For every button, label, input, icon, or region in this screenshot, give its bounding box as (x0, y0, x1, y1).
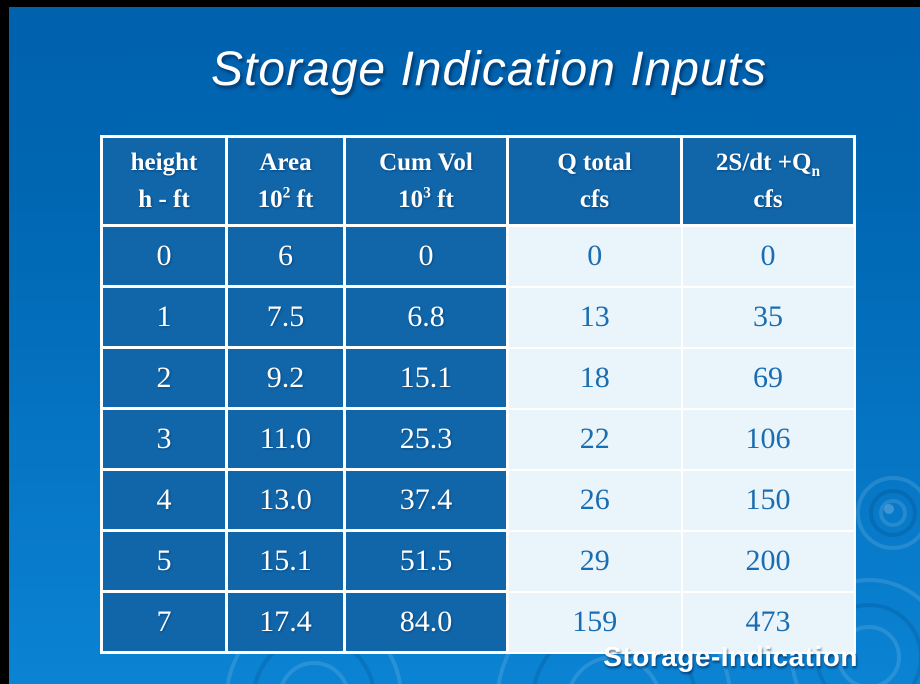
cell-q-total: 13 (506, 285, 683, 349)
table-row: 1 7.5 6.8 13 35 (100, 285, 856, 349)
cell-area: 7.5 (225, 285, 346, 349)
header-line2: h - ft (138, 186, 190, 213)
cell-height: 3 (100, 407, 228, 471)
cell-area: 6 (225, 224, 346, 288)
header-line2: 102 ft (257, 184, 314, 213)
table-row: 3 11.0 25.3 22 106 (100, 407, 856, 471)
header-line1: 2S/dt +Qn (715, 148, 821, 180)
cell-2s-dt-qn: 106 (680, 407, 856, 471)
cell-q-total: 29 (506, 529, 683, 593)
cell-cum-vol: 15.1 (343, 346, 509, 410)
cell-cum-vol: 37.4 (343, 468, 509, 532)
table-row: 2 9.2 15.1 18 69 (100, 346, 856, 410)
header-line1: Cum Vol (379, 148, 473, 176)
table-row: 5 15.1 51.5 29 200 (100, 529, 856, 593)
header-line2: cfs (753, 186, 783, 213)
cell-height: 7 (100, 590, 228, 654)
cell-q-total: 22 (506, 407, 683, 471)
col-header-q-total: Q total cfs (506, 135, 683, 227)
slide-left-border (0, 0, 9, 684)
cell-cum-vol: 0 (343, 224, 509, 288)
header-line1: height (130, 148, 198, 176)
cell-2s-dt-qn: 35 (680, 285, 856, 349)
cell-cum-vol: 25.3 (343, 407, 509, 471)
slide-title: Storage Indication Inputs (210, 43, 768, 96)
col-header-area: Area 102 ft (225, 135, 346, 227)
table-row: 0 6 0 0 0 (100, 224, 856, 288)
cell-area: 13.0 (225, 468, 346, 532)
slide-top-border (0, 0, 920, 7)
table-row: 7 17.4 84.0 159 473 (100, 590, 856, 654)
cell-area: 15.1 (225, 529, 346, 593)
header-line1: Q total (557, 148, 632, 176)
cell-cum-vol: 6.8 (343, 285, 509, 349)
header-line2: cfs (579, 186, 610, 213)
cell-area: 9.2 (225, 346, 346, 410)
cell-2s-dt-qn: 200 (680, 529, 856, 593)
cell-2s-dt-qn: 473 (680, 590, 856, 654)
cell-2s-dt-qn: 150 (680, 468, 856, 532)
cell-height: 0 (100, 224, 228, 288)
cell-height: 4 (100, 468, 228, 532)
cell-2s-dt-qn: 69 (680, 346, 856, 410)
table-row: 4 13.0 37.4 26 150 (100, 468, 856, 532)
cell-height: 5 (100, 529, 228, 593)
col-header-height: height h - ft (100, 135, 228, 227)
header-row: height h - ft Area 102 ft Cum Vol 103 ft… (100, 135, 856, 227)
cell-q-total: 26 (506, 468, 683, 532)
water-ripple-decoration (856, 476, 920, 550)
header-line1: Area (259, 148, 312, 176)
cell-area: 11.0 (225, 407, 346, 471)
slide-footer-label: Storage-Indication (603, 641, 858, 672)
cell-2s-dt-qn: 0 (680, 224, 856, 288)
col-header-2s-dt-qn: 2S/dt +Qn cfs (680, 135, 856, 227)
cell-q-total: 0 (506, 224, 683, 288)
storage-indication-table: height h - ft Area 102 ft Cum Vol 103 ft… (100, 135, 856, 654)
cell-q-total: 18 (506, 346, 683, 410)
cell-q-total: 159 (506, 590, 683, 654)
cell-area: 17.4 (225, 590, 346, 654)
cell-height: 1 (100, 285, 228, 349)
cell-cum-vol: 51.5 (343, 529, 509, 593)
col-header-cum-vol: Cum Vol 103 ft (343, 135, 509, 227)
header-line2: 103 ft (398, 184, 454, 213)
cell-height: 2 (100, 346, 228, 410)
cell-cum-vol: 84.0 (343, 590, 509, 654)
